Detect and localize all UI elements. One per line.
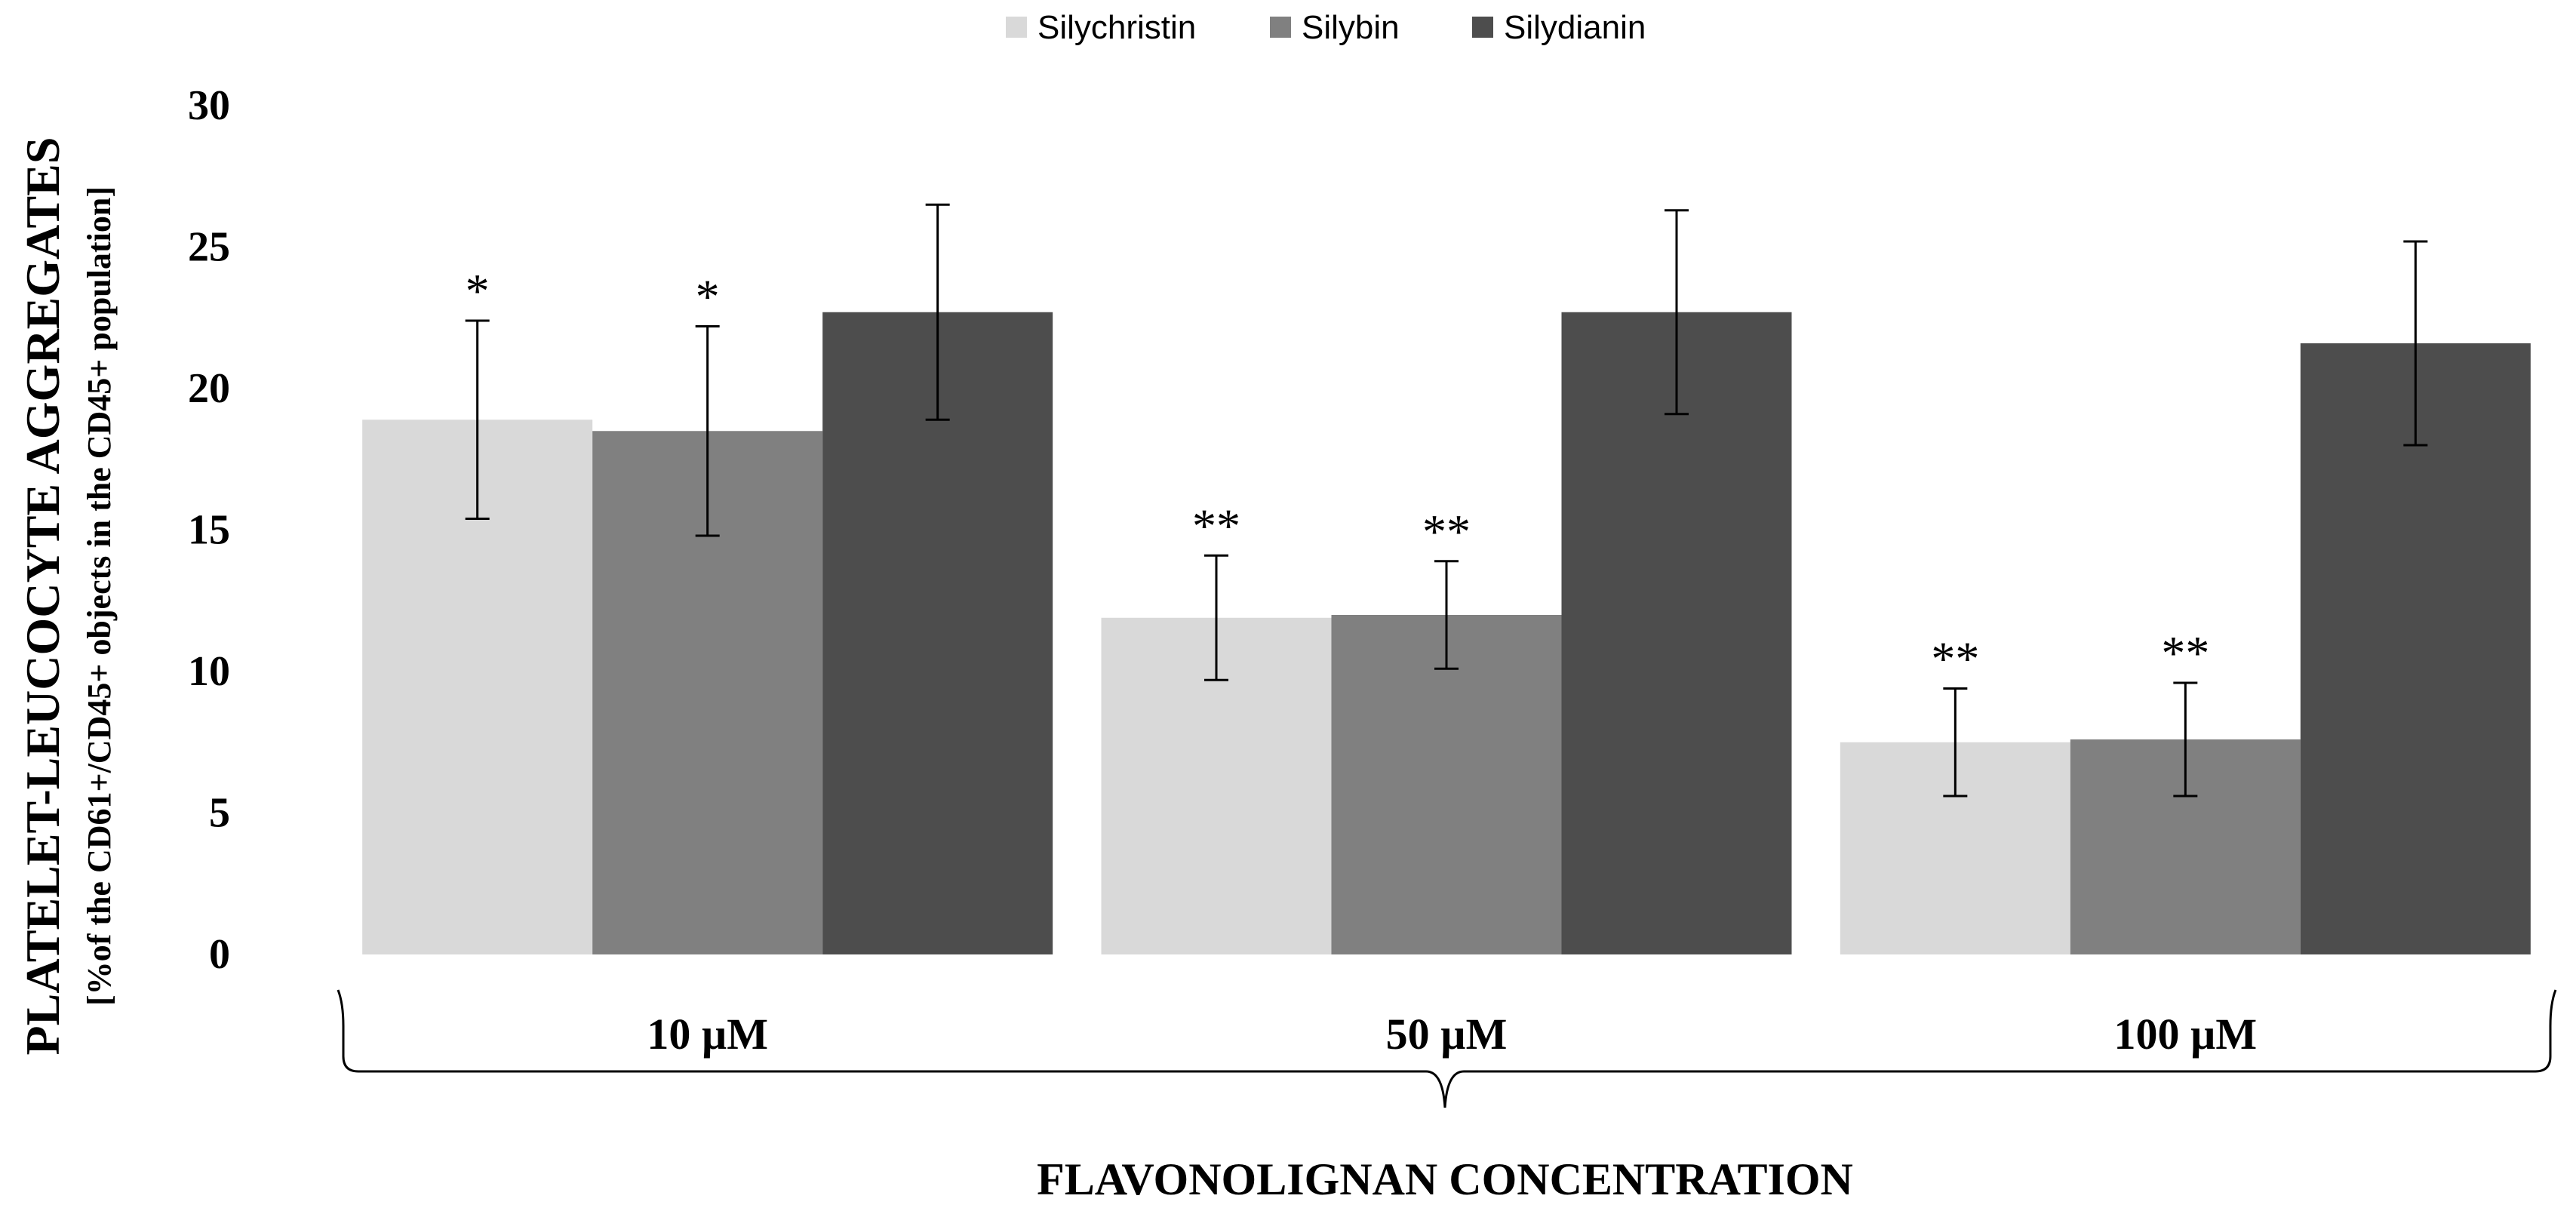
legend-swatch <box>1270 17 1291 38</box>
y-tick-label: 25 <box>188 224 230 271</box>
category-brace <box>337 989 2557 1108</box>
significance-marker: ** <box>2161 626 2209 680</box>
significance-marker: * <box>696 270 720 324</box>
x-axis-category-labels: 10 µM 50 µM 100 µM <box>647 1010 2257 1059</box>
y-tick-label: 10 <box>188 648 230 695</box>
y-tick-label: 30 <box>188 82 230 129</box>
error-bars <box>465 203 2428 798</box>
x-axis-title: FLAVONOLIGNAN CONCENTRATION <box>1037 1154 1853 1204</box>
legend-label: Silydianin <box>1504 9 1646 46</box>
y-axis-subtitle: [%of the CD61+/CD45+ objects in the CD45… <box>81 186 118 1006</box>
legend-swatch <box>1006 17 1027 38</box>
category-label: 100 µM <box>2113 1010 2257 1059</box>
legend-swatch <box>1472 17 1493 38</box>
significance-marker: * <box>466 264 490 318</box>
bar <box>1561 312 1792 954</box>
y-axis-title: PLATELET-LEUCOCYTE AGGREGATES <box>16 137 69 1056</box>
y-tick-label: 20 <box>188 365 230 412</box>
category-label: 50 µM <box>1386 1010 1508 1059</box>
legend: Silychristin Silybin Silydianin <box>1006 9 1646 46</box>
y-tick-label: 15 <box>188 507 230 554</box>
bars <box>362 312 2531 954</box>
legend-label: Silychristin <box>1037 9 1196 46</box>
significance-marker: ** <box>1192 499 1240 552</box>
y-tick-label: 0 <box>209 931 230 978</box>
significance-marker: ** <box>1931 632 1979 686</box>
bar <box>1331 615 1562 954</box>
significance-markers: * *** **** ** <box>466 264 2210 686</box>
y-tick-label: 5 <box>209 790 230 837</box>
y-axis-ticks: 0 5 10 15 20 25 30 <box>188 82 230 978</box>
legend-label: Silybin <box>1302 9 1400 46</box>
significance-marker: ** <box>1422 505 1471 558</box>
category-label: 10 µM <box>647 1010 768 1059</box>
